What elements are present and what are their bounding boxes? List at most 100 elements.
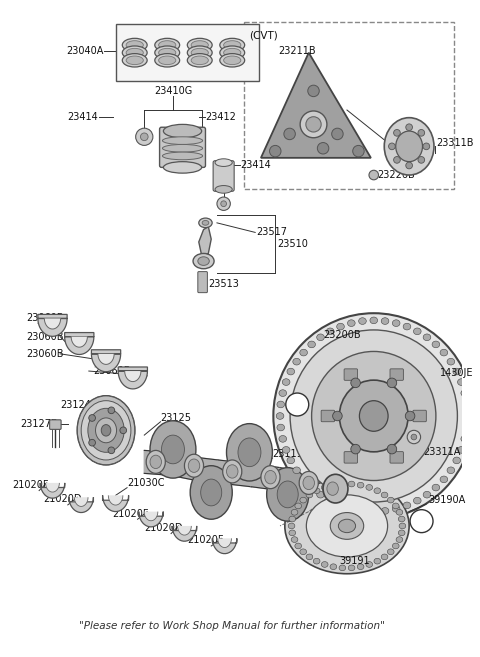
Ellipse shape [306, 495, 388, 557]
Text: 23211B: 23211B [278, 46, 316, 56]
Circle shape [394, 156, 400, 163]
Ellipse shape [198, 257, 209, 265]
Ellipse shape [357, 482, 364, 488]
Text: (CVT): (CVT) [250, 30, 278, 41]
FancyBboxPatch shape [390, 369, 403, 380]
Circle shape [308, 85, 319, 97]
Ellipse shape [81, 401, 131, 460]
Circle shape [89, 415, 96, 421]
Ellipse shape [188, 459, 200, 472]
Ellipse shape [306, 554, 313, 560]
Ellipse shape [288, 523, 295, 529]
Ellipse shape [359, 508, 366, 514]
Ellipse shape [398, 530, 405, 535]
Text: 23124B: 23124B [60, 399, 98, 409]
Ellipse shape [162, 137, 203, 145]
Ellipse shape [423, 334, 431, 340]
Ellipse shape [201, 479, 222, 506]
Ellipse shape [146, 451, 165, 473]
Ellipse shape [300, 549, 307, 555]
Polygon shape [74, 497, 88, 507]
Ellipse shape [224, 49, 241, 57]
Ellipse shape [339, 481, 346, 487]
Polygon shape [46, 483, 60, 492]
Polygon shape [69, 497, 94, 512]
Polygon shape [118, 367, 147, 389]
Circle shape [351, 378, 360, 388]
Ellipse shape [381, 508, 389, 514]
Ellipse shape [338, 519, 356, 533]
Ellipse shape [461, 436, 468, 442]
Ellipse shape [384, 118, 434, 175]
Ellipse shape [295, 503, 301, 509]
Ellipse shape [293, 467, 300, 474]
FancyBboxPatch shape [213, 161, 234, 191]
Ellipse shape [199, 218, 212, 227]
Ellipse shape [299, 472, 318, 494]
Ellipse shape [187, 54, 212, 67]
Text: 21020F: 21020F [113, 509, 149, 518]
Ellipse shape [300, 497, 307, 503]
Text: 23060B: 23060B [27, 332, 64, 342]
Ellipse shape [348, 565, 355, 571]
Ellipse shape [155, 38, 180, 52]
Text: 23226B: 23226B [378, 170, 415, 180]
Polygon shape [103, 495, 129, 512]
Ellipse shape [392, 320, 400, 327]
Ellipse shape [317, 491, 324, 498]
Ellipse shape [77, 396, 135, 464]
Text: 39191: 39191 [339, 556, 370, 566]
Ellipse shape [374, 488, 381, 493]
Ellipse shape [357, 564, 364, 570]
Ellipse shape [440, 350, 448, 356]
Text: 23311B: 23311B [436, 139, 473, 148]
Ellipse shape [440, 476, 448, 483]
Ellipse shape [277, 401, 285, 408]
Ellipse shape [313, 488, 320, 493]
Ellipse shape [161, 435, 184, 464]
Ellipse shape [223, 460, 242, 483]
Ellipse shape [447, 358, 455, 365]
Polygon shape [218, 460, 252, 487]
Circle shape [317, 143, 329, 154]
Ellipse shape [261, 466, 280, 489]
Circle shape [405, 411, 415, 420]
Ellipse shape [277, 424, 285, 431]
Circle shape [407, 430, 420, 443]
FancyBboxPatch shape [159, 127, 205, 168]
Ellipse shape [162, 152, 203, 160]
FancyBboxPatch shape [413, 410, 426, 422]
Text: 23412: 23412 [205, 112, 236, 122]
Ellipse shape [396, 509, 403, 515]
Polygon shape [212, 538, 237, 554]
Ellipse shape [287, 457, 295, 464]
Ellipse shape [193, 254, 214, 269]
Text: 23127B: 23127B [20, 419, 58, 428]
Ellipse shape [308, 484, 315, 491]
Circle shape [389, 143, 395, 150]
Ellipse shape [413, 328, 421, 334]
Circle shape [353, 145, 364, 157]
Ellipse shape [202, 221, 209, 225]
Ellipse shape [323, 477, 342, 500]
Ellipse shape [321, 562, 328, 568]
Ellipse shape [413, 497, 421, 504]
Ellipse shape [122, 54, 147, 67]
Bar [244, 22, 454, 189]
Polygon shape [108, 495, 123, 505]
FancyBboxPatch shape [344, 369, 358, 380]
Ellipse shape [403, 502, 411, 509]
Ellipse shape [126, 49, 144, 57]
Polygon shape [40, 483, 65, 498]
Polygon shape [98, 354, 114, 365]
Text: 23510: 23510 [277, 239, 308, 249]
Ellipse shape [126, 41, 144, 49]
Ellipse shape [339, 565, 346, 571]
Text: 23517: 23517 [256, 227, 287, 237]
Ellipse shape [163, 124, 202, 138]
Circle shape [221, 201, 227, 206]
Ellipse shape [227, 464, 238, 478]
Polygon shape [178, 526, 192, 535]
Polygon shape [38, 315, 67, 336]
Ellipse shape [447, 467, 455, 474]
